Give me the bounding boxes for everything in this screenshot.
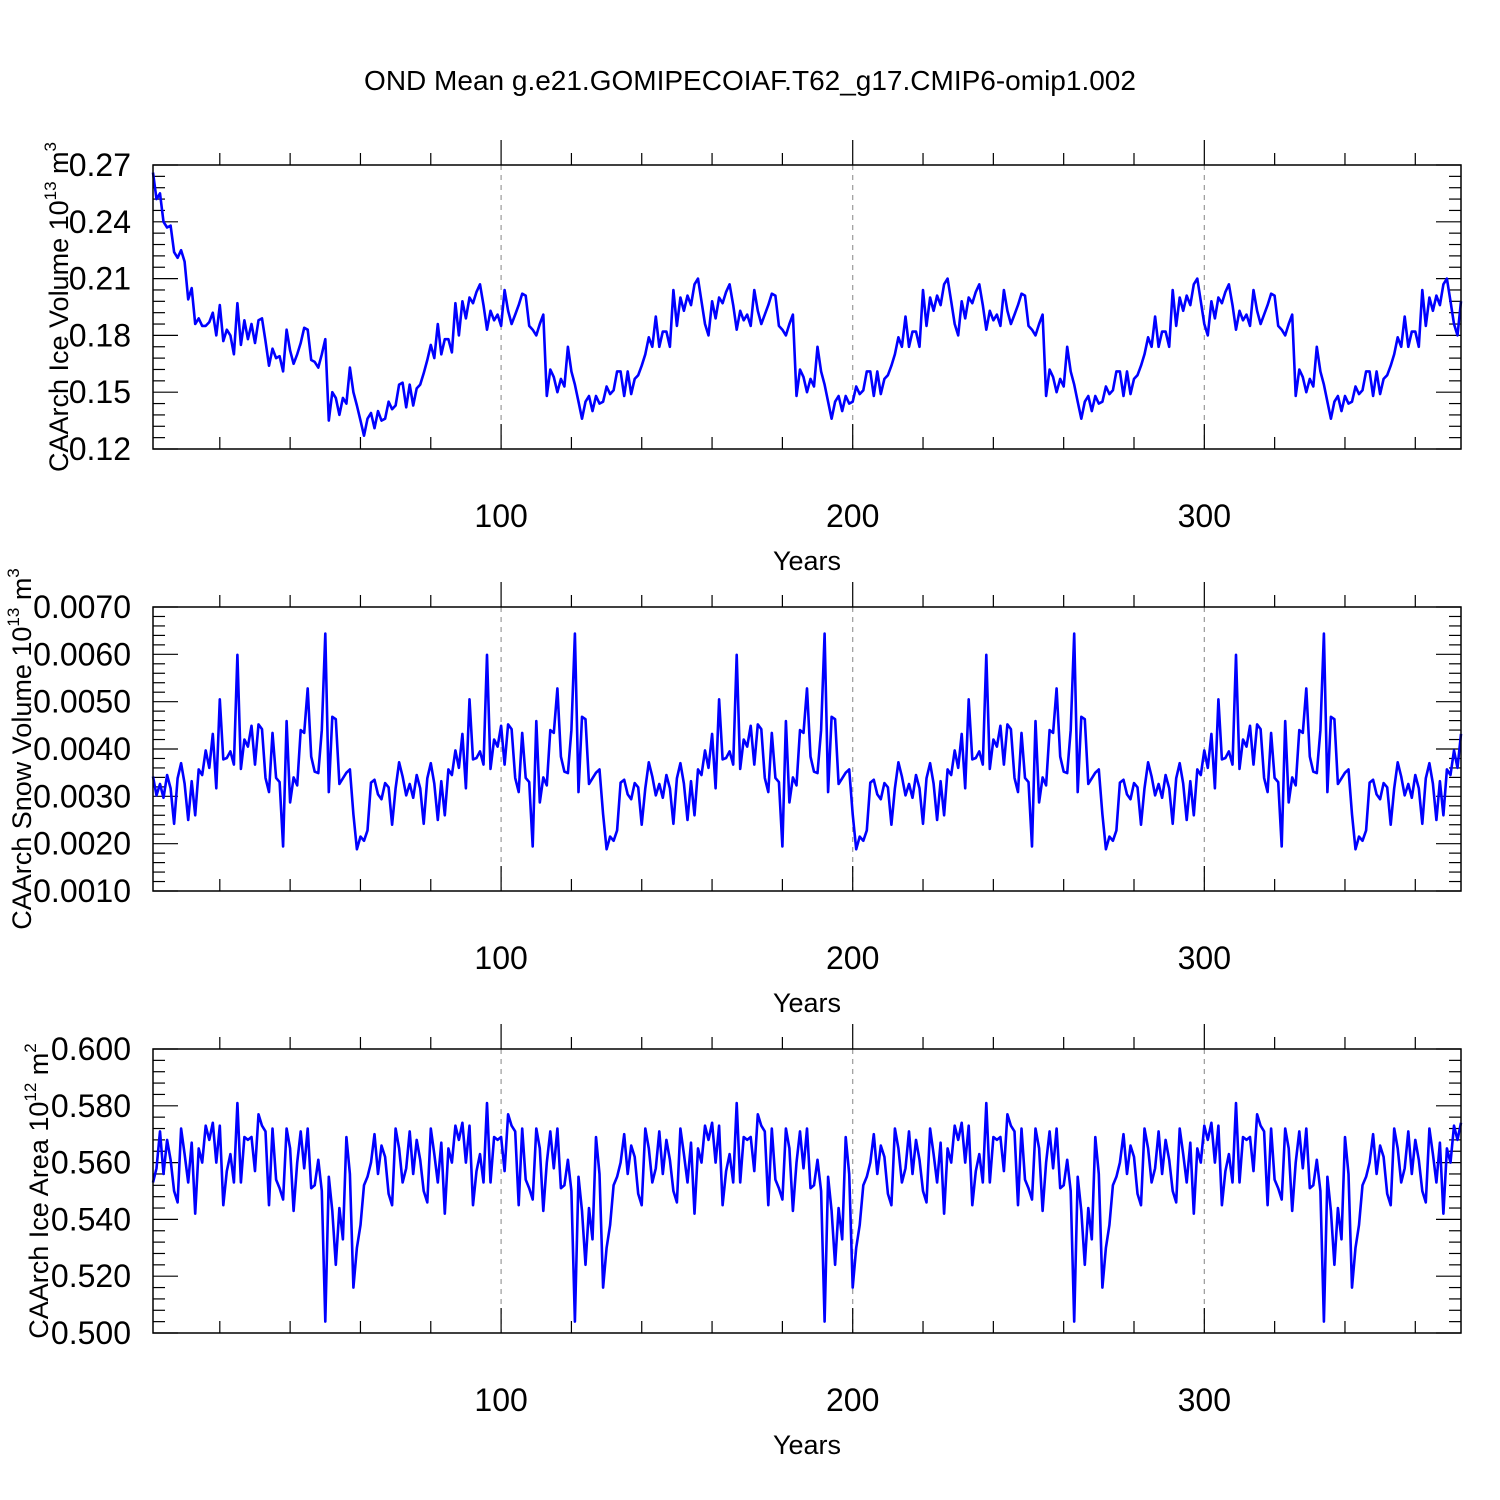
y-tick-label: 0.0010 — [33, 873, 131, 909]
y-tick-label: 0.0030 — [33, 778, 131, 814]
x-axis-label: Years — [773, 1430, 841, 1460]
data-series-line — [151, 632, 1463, 851]
y-tick-label: 0.21 — [69, 261, 131, 297]
x-tick-label: 300 — [1178, 940, 1231, 976]
y-tick-label: 0.0060 — [33, 636, 131, 672]
plot-frame — [152, 606, 1462, 892]
figure-title: OND Mean g.e21.GOMIPECOIAF.T62_g17.CMIP6… — [364, 65, 1136, 96]
x-tick-label: 200 — [826, 940, 879, 976]
ice-area-panel: 100 200 300 0.500 0.520 0.540 0.560 0.580 0.600 Y… — [21, 1024, 1463, 1460]
x-tick-label: 100 — [474, 498, 527, 534]
y-axis-label: CAArch Ice Volume 1013 m3 — [41, 142, 74, 472]
x-axis-label: Years — [773, 988, 841, 1018]
x-tick-label: 100 — [474, 940, 527, 976]
x-tick-label: 300 — [1178, 498, 1231, 534]
data-series-line — [151, 172, 1463, 437]
x-tick-label: 100 — [474, 1382, 527, 1418]
y-tick-label: 0.500 — [51, 1315, 131, 1351]
y-tick-label: 0.27 — [69, 147, 131, 183]
x-tick-label: 200 — [826, 1382, 879, 1418]
y-tick-label: 0.12 — [69, 431, 131, 467]
y-tick-label: 0.0050 — [33, 684, 131, 720]
y-tick-label: 0.18 — [69, 317, 131, 353]
x-tick-label: 300 — [1178, 1382, 1231, 1418]
y-tick-label: 0.520 — [51, 1258, 131, 1294]
snow-volume-panel: 100 200 300 0.0010 0.0020 0.0030 0.0040 0.0050 0… — [4, 568, 1463, 1018]
y-tick-label: 0.15 — [69, 374, 131, 410]
y-axis-label: CAArch Ice Area 1012 m2 — [21, 1043, 54, 1339]
y-axis-label: CAArch Snow Volume 1013 m3 — [4, 568, 37, 930]
y-tick-label: 0.0070 — [33, 589, 131, 625]
y-tick-label: 0.24 — [69, 204, 131, 240]
ice-volume-panel: 100 200 300 0.12 0.15 0.18 0.21 0.24 0.27 Years CA… — [41, 140, 1463, 576]
y-tick-label: 0.0020 — [33, 826, 131, 862]
plot-frame — [152, 164, 1462, 450]
y-tick-label: 0.540 — [51, 1201, 131, 1237]
y-tick-label: 0.0040 — [33, 731, 131, 767]
x-tick-label: 200 — [826, 498, 879, 534]
plot-frame — [152, 1048, 1462, 1334]
x-axis-label: Years — [773, 546, 841, 576]
data-series-line — [151, 1101, 1463, 1323]
y-tick-label: 0.560 — [51, 1145, 131, 1181]
y-tick-label: 0.600 — [51, 1031, 131, 1067]
y-tick-label: 0.580 — [51, 1088, 131, 1124]
